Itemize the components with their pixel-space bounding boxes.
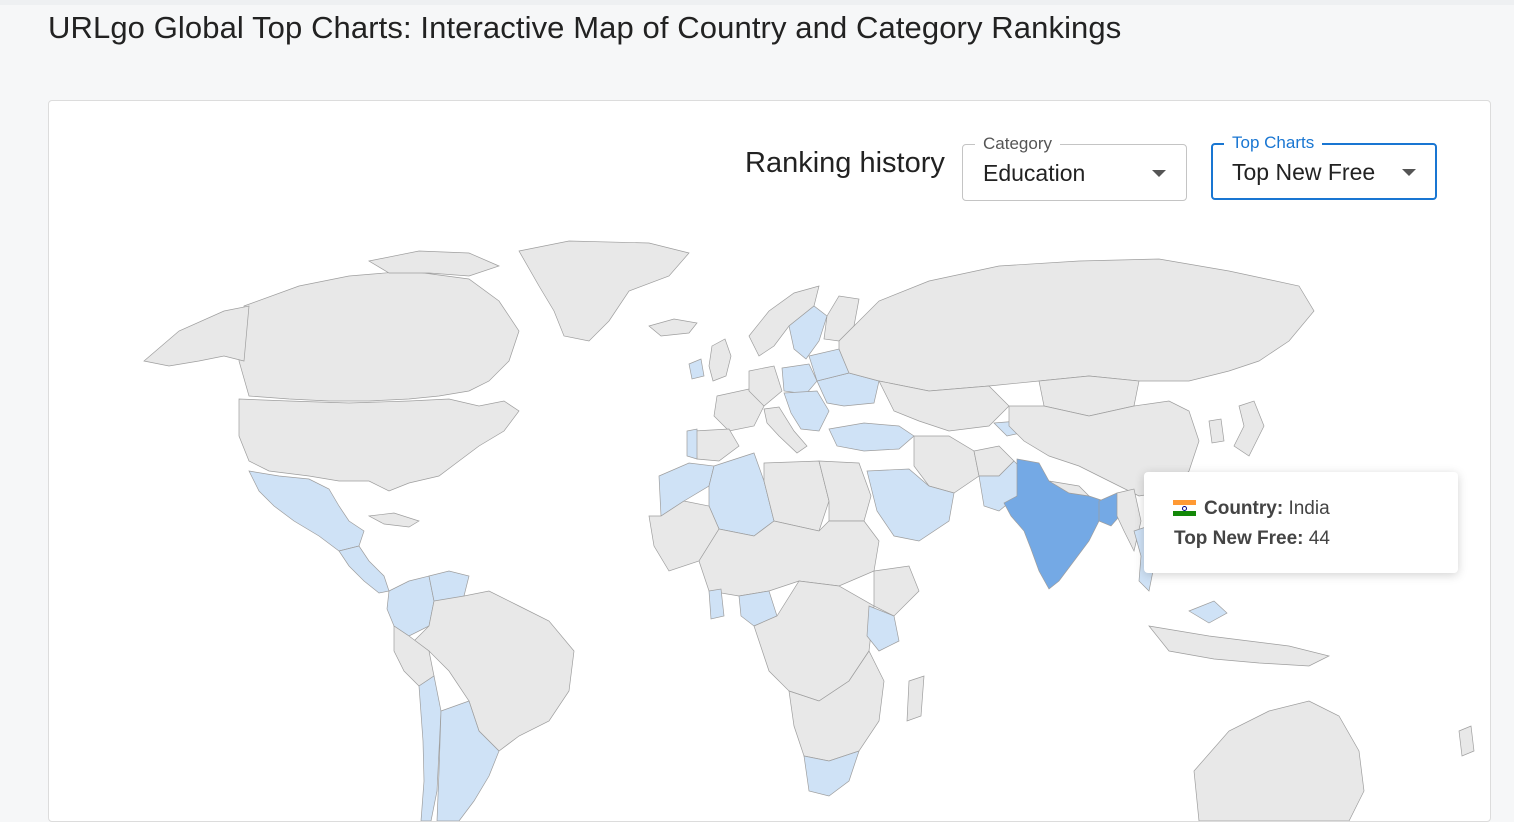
country-ireland[interactable] xyxy=(688,358,705,380)
category-select-value: Education xyxy=(983,160,1086,186)
tooltip-metric-value: 44 xyxy=(1308,528,1330,549)
tooltip-country-value: India xyxy=(1288,498,1330,519)
world-map[interactable] xyxy=(49,231,1490,821)
country-usa[interactable] xyxy=(238,398,520,492)
country-russia[interactable] xyxy=(838,258,1315,392)
country-balkans[interactable] xyxy=(783,390,830,432)
page-title: URLgo Global Top Charts: Interactive Map… xyxy=(48,10,1122,45)
country-saudi-arabia[interactable] xyxy=(866,468,955,542)
top-charts-select[interactable]: Top Charts Top New Free xyxy=(1211,133,1437,200)
country-turkey[interactable] xyxy=(828,422,915,452)
category-select[interactable]: Category Education xyxy=(962,134,1187,201)
top-strip xyxy=(0,0,1514,5)
country-malaysia[interactable] xyxy=(1188,600,1228,624)
country-italy[interactable] xyxy=(763,406,808,454)
country-iran[interactable] xyxy=(913,435,980,494)
country-usa-alaska[interactable] xyxy=(143,305,250,367)
map-card: Ranking history Category Education Top C… xyxy=(48,100,1491,822)
country-new-zealand[interactable] xyxy=(1458,725,1475,757)
country-cuba[interactable] xyxy=(367,512,420,528)
country-ghana[interactable] xyxy=(708,588,725,620)
country-libya[interactable] xyxy=(763,460,830,532)
country-canada[interactable] xyxy=(238,270,520,402)
top-charts-select-value: Top New Free xyxy=(1232,159,1376,185)
country-kenya[interactable] xyxy=(866,605,900,652)
country-madagascar[interactable] xyxy=(906,675,925,722)
country-greenland[interactable] xyxy=(518,240,690,342)
country-germany[interactable] xyxy=(748,365,783,407)
country-kazakhstan[interactable] xyxy=(878,380,1010,432)
india-flag-icon xyxy=(1173,500,1196,516)
country-argentina[interactable] xyxy=(436,700,500,821)
country-guatemala[interactable] xyxy=(338,545,390,594)
top-charts-select-legend: Top Charts xyxy=(1224,133,1323,153)
country-australia[interactable] xyxy=(1193,700,1365,821)
country-south-africa[interactable] xyxy=(803,750,860,797)
country-india[interactable] xyxy=(1003,458,1105,590)
tooltip-metric-key: Top New Free: xyxy=(1174,528,1304,549)
country-tooltip: Country: India Top New Free: 44 xyxy=(1144,472,1458,573)
chevron-down-icon xyxy=(1152,170,1166,177)
country-sahel[interactable] xyxy=(698,520,880,597)
country-southern-africa[interactable] xyxy=(788,650,885,762)
country-poland[interactable] xyxy=(781,363,818,395)
country-portugal[interactable] xyxy=(686,428,698,460)
ranking-history-label: Ranking history xyxy=(745,147,945,179)
country-nepal[interactable] xyxy=(1048,480,1090,497)
country-canada-islands[interactable] xyxy=(368,250,500,277)
country-sweden[interactable] xyxy=(788,305,828,360)
country-uk[interactable] xyxy=(708,338,732,382)
country-mexico[interactable] xyxy=(248,470,365,552)
country-iceland[interactable] xyxy=(648,318,698,337)
country-indonesia[interactable] xyxy=(1148,625,1331,667)
country-egypt[interactable] xyxy=(818,460,872,522)
country-korea[interactable] xyxy=(1208,418,1225,444)
country-spain[interactable] xyxy=(693,428,740,462)
chevron-down-icon xyxy=(1402,169,1416,176)
category-select-legend: Category xyxy=(975,134,1060,154)
country-japan[interactable] xyxy=(1233,400,1265,457)
tooltip-country-key: Country: xyxy=(1204,498,1284,519)
country-ethiopia[interactable] xyxy=(873,565,920,617)
